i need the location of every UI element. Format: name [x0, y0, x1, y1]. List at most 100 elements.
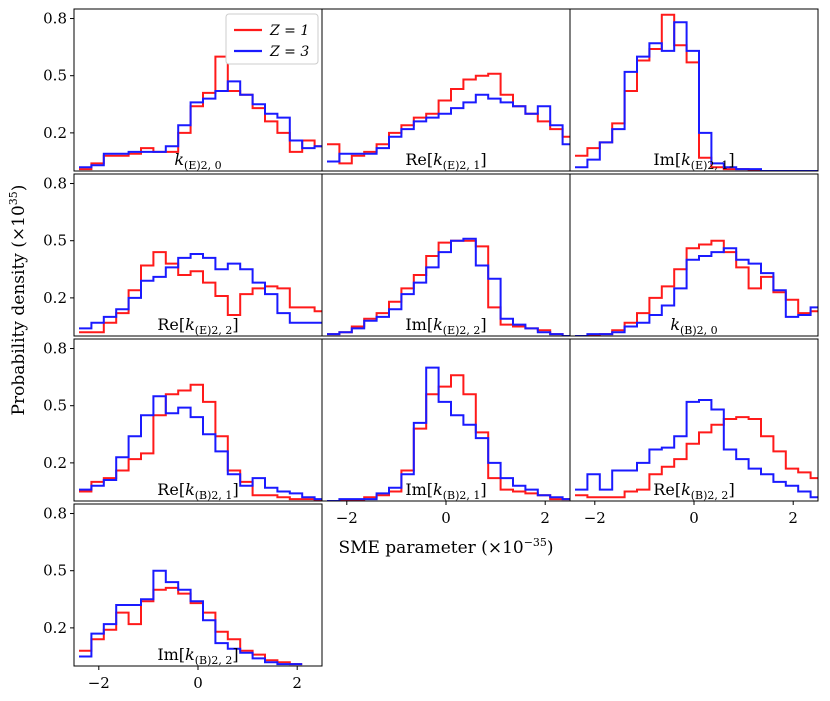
- histogram-series-z3: [575, 399, 818, 499]
- panel-label-subscript: (E)2, 1: [443, 159, 481, 172]
- x-tick-label: 0: [441, 509, 451, 527]
- panel-label-prefix: Re[: [653, 480, 681, 499]
- panel-label-subscript: (B)2, 0: [680, 324, 718, 337]
- y-tick-label: 0.5: [43, 232, 67, 250]
- y-tick-label: 0.8: [43, 10, 67, 28]
- y-tick-label: 0.5: [43, 67, 67, 85]
- panel-4: 0.2 0.5 0.8 Re[k(E)2, 2]: [43, 173, 323, 337]
- panel-label: Re[k(B)2, 1]: [157, 480, 238, 502]
- panel-grid: 0.20.50.8k(E)2, 0 Re[k(E)2, 1] Im[k(E)2, 1…: [43, 8, 819, 692]
- panel-series-group: [79, 251, 322, 334]
- panel-series-group: [327, 237, 570, 336]
- panel-label-suffix: ]: [232, 315, 238, 334]
- y-tick-label: 0.2: [43, 619, 67, 637]
- histogram-series-z1: [327, 72, 570, 165]
- histogram-series-z1: [79, 55, 322, 171]
- x-tick-label: −2: [336, 509, 358, 527]
- panel-label-suffix: ]: [232, 645, 238, 664]
- panel-frame: [321, 173, 571, 337]
- panel-label-symbol: k: [185, 480, 195, 499]
- histogram-series-z1: [575, 416, 818, 499]
- panel-label-prefix: Im[: [653, 150, 681, 169]
- panel-label-suffix: ]: [480, 150, 486, 169]
- y-axis-label-text: Probability density (×10: [9, 205, 29, 415]
- panel-frame: [569, 173, 819, 337]
- panel-label-symbol: k: [433, 150, 443, 169]
- panel-label: Re[k(E)2, 1]: [405, 150, 486, 172]
- panel-series-group: [79, 55, 322, 171]
- panel-label-subscript: (B)2, 1: [195, 489, 233, 502]
- panel-label-suffix: ]: [480, 480, 486, 499]
- panel-series-group: [575, 399, 818, 499]
- panel-label: Im[k(B)2, 2]: [157, 645, 238, 667]
- histogram-series-z3: [575, 247, 818, 336]
- panel-label: Im[k(E)2, 2]: [405, 315, 486, 337]
- panel-label-subscript: (E)2, 1: [691, 159, 729, 172]
- y-tick-label: 0.5: [43, 397, 67, 415]
- x-tick-label: 2: [292, 674, 302, 692]
- panel-frame: [569, 338, 819, 502]
- y-tick-label: 0.8: [43, 175, 67, 193]
- panel-frame: [73, 503, 323, 667]
- y-tick-label: 0.2: [43, 454, 67, 472]
- panel-7: 0.2 0.5 0.8 Re[k(B)2, 1]: [43, 338, 323, 502]
- legend: Z = 1 Z = 3: [225, 13, 319, 65]
- panel-label-symbol: k: [433, 480, 443, 499]
- panel-label-suffix: ]: [728, 150, 734, 169]
- panel-3: Im[k(E)2, 1]: [569, 8, 819, 172]
- panel-series-group: [327, 366, 570, 501]
- x-axis-label: SME parameter (×10−35): [338, 536, 553, 558]
- panel-label-symbol: k: [174, 150, 184, 169]
- panel-label-prefix: Im[: [405, 315, 433, 334]
- x-tick-label: 0: [193, 674, 203, 692]
- panel-label-symbol: k: [185, 315, 195, 334]
- panel-label-symbol: k: [185, 645, 195, 664]
- panel-1: 0.2 0.5 0.8 k(E)2, 0: [43, 8, 323, 172]
- histogram-series-z3: [327, 366, 570, 501]
- panel-label-symbol: k: [681, 480, 691, 499]
- histogram-series-z1: [327, 374, 570, 501]
- panel-label-suffix: ]: [728, 480, 734, 499]
- y-tick-label: 0.2: [43, 289, 67, 307]
- panel-frame: [569, 8, 819, 172]
- panel-frame: [73, 338, 323, 502]
- panel-label-subscript: (E)2, 2: [195, 324, 233, 337]
- panel-label: k(B)2, 0: [670, 315, 717, 337]
- panel-label-prefix: Re[: [157, 480, 185, 499]
- histogram-series-z3: [79, 395, 322, 501]
- x-axis-label-close: ): [547, 538, 554, 558]
- panel-label-subscript: (B)2, 2: [195, 654, 233, 667]
- panel-9: −2 0 2 Re[k(B)2, 2]: [569, 338, 819, 527]
- panel-label-symbol: k: [433, 315, 443, 334]
- legend-label-z1: Z = 1: [269, 23, 309, 39]
- y-tick-label: 0.8: [43, 505, 67, 523]
- histogram-series-z3: [327, 237, 570, 336]
- panel-frame: [321, 8, 571, 172]
- panel-label-suffix: ]: [232, 480, 238, 499]
- x-axis-label-exponent: −35: [524, 536, 547, 549]
- panel-label: Im[k(B)2, 1]: [405, 480, 486, 502]
- panel-8: −2 0 2 Im[k(B)2, 1]: [321, 338, 571, 527]
- panel-label-suffix: ]: [480, 315, 486, 334]
- histogram-series-z1: [575, 239, 818, 336]
- panel-5: Im[k(E)2, 2]: [321, 173, 571, 337]
- panel-label: Re[k(E)2, 2]: [157, 315, 238, 337]
- x-tick-label: 0: [689, 509, 699, 527]
- y-tick-label: 0.5: [43, 562, 67, 580]
- legend-label-z3: Z = 3: [269, 44, 309, 60]
- panel-label-prefix: Im[: [405, 480, 433, 499]
- panel-label-subscript: (B)2, 2: [691, 489, 729, 502]
- panel-series-group: [327, 72, 570, 165]
- panel-series-group: [575, 13, 818, 171]
- histogram-series-z3: [79, 253, 322, 330]
- panel-series-group: [79, 569, 303, 666]
- panel-label-subscript: (E)2, 0: [184, 159, 222, 172]
- panel-2: Re[k(E)2, 1]: [321, 8, 571, 172]
- y-tick-label: 0.2: [43, 124, 67, 142]
- panel-label-symbol: k: [670, 315, 680, 334]
- histogram-series-z3: [327, 93, 570, 163]
- x-tick-label: 2: [540, 509, 550, 527]
- panel-label-prefix: Re[: [405, 150, 433, 169]
- panel-label-prefix: Im[: [157, 645, 185, 664]
